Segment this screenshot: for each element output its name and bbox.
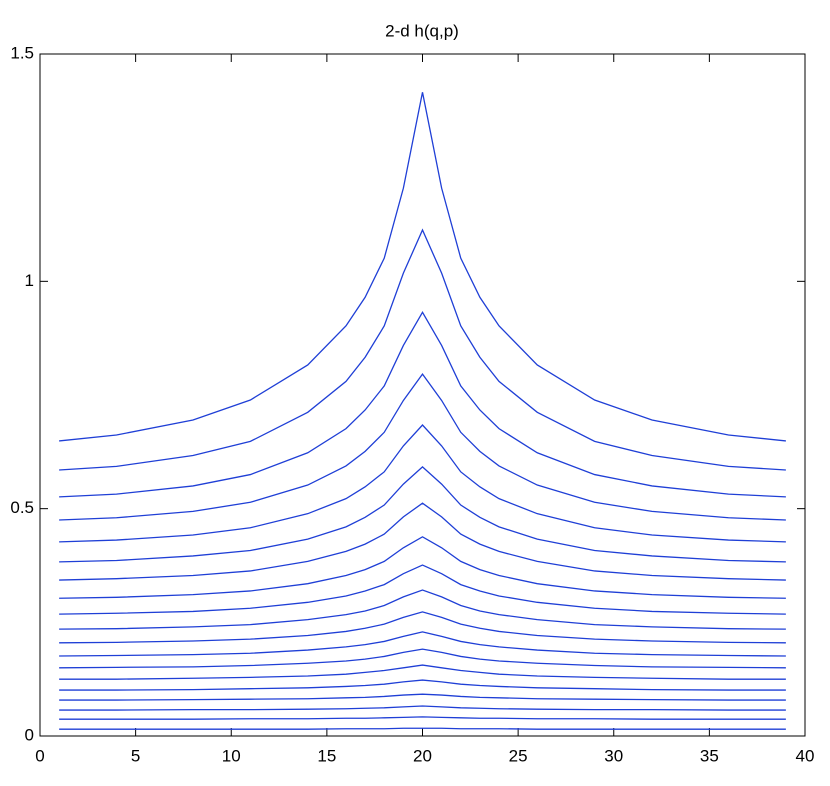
series-line bbox=[59, 589, 786, 630]
series-line bbox=[59, 727, 786, 730]
x-tick-label: 40 bbox=[796, 746, 815, 765]
series-line bbox=[59, 502, 786, 581]
x-tick-label: 25 bbox=[509, 746, 528, 765]
series-line bbox=[59, 705, 786, 711]
x-tick-label: 10 bbox=[222, 746, 241, 765]
x-tick-label: 30 bbox=[604, 746, 623, 765]
x-tick-label: 15 bbox=[317, 746, 336, 765]
series-line bbox=[59, 228, 786, 471]
y-tick-label: 1.5 bbox=[10, 43, 34, 62]
series-line bbox=[59, 465, 786, 563]
chart-title: 2-d h(q,p) bbox=[385, 21, 459, 40]
series-line bbox=[59, 564, 786, 615]
y-tick-label: 0 bbox=[25, 725, 34, 744]
series-line bbox=[59, 372, 786, 521]
series-line bbox=[59, 424, 786, 543]
series-line bbox=[59, 648, 786, 669]
series-line bbox=[59, 716, 786, 720]
series-line bbox=[59, 310, 786, 498]
series-line bbox=[59, 92, 786, 442]
series-line bbox=[59, 693, 786, 701]
y-tick-label: 1 bbox=[25, 271, 34, 290]
x-tick-label: 35 bbox=[700, 746, 719, 765]
series-line bbox=[59, 536, 786, 599]
axes-box bbox=[39, 53, 806, 737]
x-tick-label: 20 bbox=[413, 746, 432, 765]
y-tick-label: 0.5 bbox=[10, 498, 34, 517]
series-line bbox=[59, 631, 786, 657]
x-tick-label: 0 bbox=[35, 746, 44, 765]
x-tick-label: 5 bbox=[131, 746, 140, 765]
series-line bbox=[59, 679, 786, 691]
series-line bbox=[59, 611, 786, 644]
series-line bbox=[59, 664, 786, 680]
